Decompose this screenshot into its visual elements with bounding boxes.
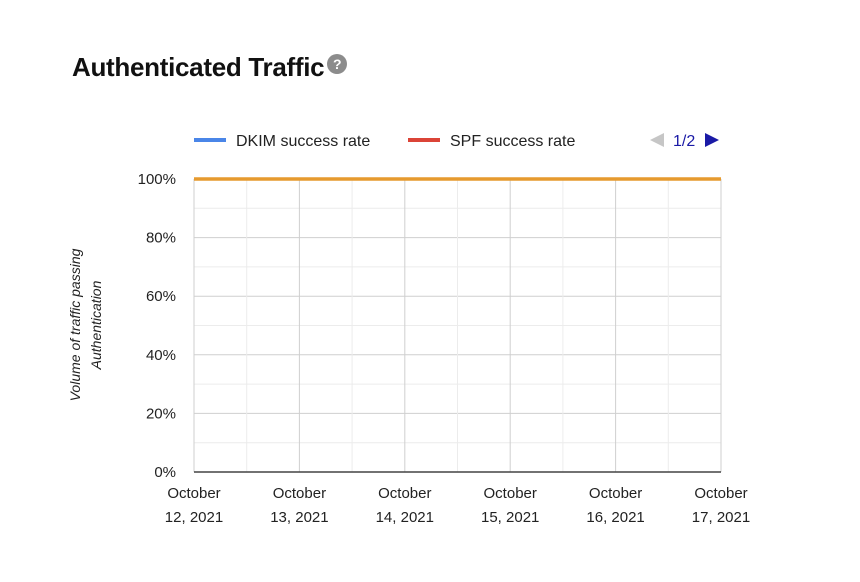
chart-gridlines (193, 178, 722, 473)
x-tick-label: 13, 2021 (270, 509, 328, 526)
question-mark-icon[interactable]: ? (327, 53, 348, 74)
x-tick-label: 15, 2021 (481, 509, 539, 526)
y-tick-label: 40% (146, 347, 176, 364)
y-axis-title-line: Authentication (88, 280, 104, 370)
y-axis-title-line: Volume of traffic passing (67, 248, 83, 401)
legend-label-spf: SPF success rate (450, 133, 575, 150)
triangle-right-icon[interactable] (705, 133, 719, 147)
x-tick-label: 16, 2021 (586, 509, 644, 526)
y-tick-label: 20% (146, 405, 176, 422)
x-tick-label: October (484, 485, 537, 502)
x-tick-label: 12, 2021 (165, 509, 223, 526)
y-tick-label: 0% (154, 464, 176, 481)
x-tick-label: October (167, 485, 220, 502)
y-axis-ticks: 100% 80% 60% 40% 20% 0% (138, 171, 176, 481)
chart-legend: DKIM success rate SPF success rate 1/2 (194, 133, 719, 150)
x-tick-label: October (589, 485, 642, 502)
legend-label-dkim: DKIM success rate (236, 133, 370, 150)
triangle-left-icon[interactable] (650, 133, 664, 147)
x-tick-label: October (378, 485, 431, 502)
y-tick-label: 80% (146, 230, 176, 247)
y-axis-title: Volume of traffic passing Authentication (67, 248, 104, 401)
y-tick-label: 60% (146, 288, 176, 305)
y-axis-title-group: Volume of traffic passing Authentication (67, 248, 104, 401)
x-tick-label: 17, 2021 (692, 509, 750, 526)
x-tick-label: October (273, 485, 326, 502)
chart-header: Authenticated Traffic ? (72, 52, 348, 83)
x-tick-label: 14, 2021 (376, 509, 434, 526)
x-axis-ticks: October 12, 2021 October 13, 2021 October 14,… (165, 485, 750, 526)
legend-page-indicator: 1/2 (673, 133, 695, 150)
x-tick-label: October (694, 485, 747, 502)
page-title: Authenticated Traffic (72, 52, 325, 82)
y-tick-label: 100% (138, 171, 176, 188)
